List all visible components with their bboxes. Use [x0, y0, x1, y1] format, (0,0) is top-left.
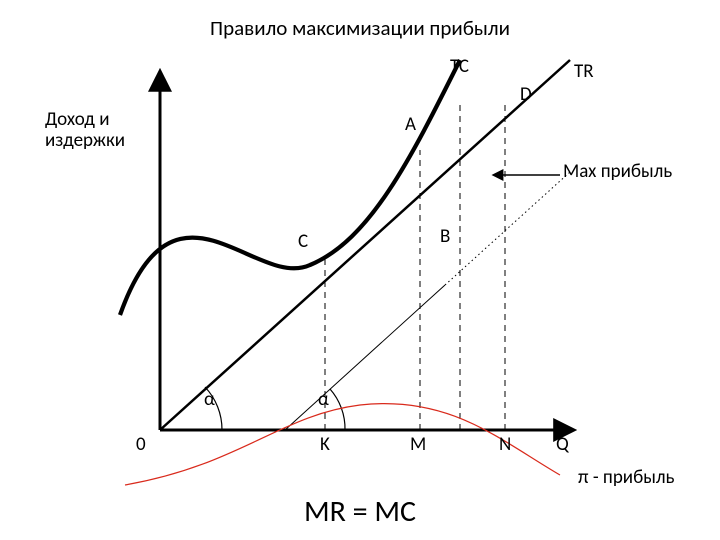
label-q: Q — [556, 435, 569, 456]
label-b: B — [440, 227, 450, 248]
equation: MR = MC — [0, 495, 720, 528]
chart-title: Правило максимизации прибыли — [0, 17, 720, 40]
label-max-profit: Max прибыль — [563, 162, 672, 183]
diagram-stage: Правило максимизации прибыли Доход и изд… — [0, 0, 720, 540]
label-origin: 0 — [136, 435, 146, 456]
label-d: D — [520, 85, 532, 106]
label-n: N — [499, 435, 511, 456]
y-axis-label-l1: Доход и — [45, 108, 109, 131]
label-pi-symbol: π — [578, 466, 593, 489]
label-a: A — [405, 115, 416, 136]
y-axis-label: Доход и издержки — [45, 110, 125, 152]
label-c: C — [298, 232, 308, 253]
label-alpha2: α — [318, 390, 329, 411]
profit-curve — [125, 404, 560, 485]
label-alpha1: α — [204, 390, 215, 411]
label-m: M — [410, 435, 426, 456]
label-tr: TR — [574, 62, 594, 83]
label-k: K — [320, 435, 330, 456]
label-pi-rest: - прибыль — [593, 466, 675, 489]
label-pi: π - прибыль — [578, 468, 674, 489]
diagram-svg — [0, 0, 720, 540]
label-tc: TC — [450, 57, 469, 78]
tc-curve — [120, 60, 460, 315]
y-axis-label-l2: издержки — [45, 129, 125, 152]
tangent-dotted — [445, 172, 570, 285]
alpha2-leg — [285, 285, 445, 430]
